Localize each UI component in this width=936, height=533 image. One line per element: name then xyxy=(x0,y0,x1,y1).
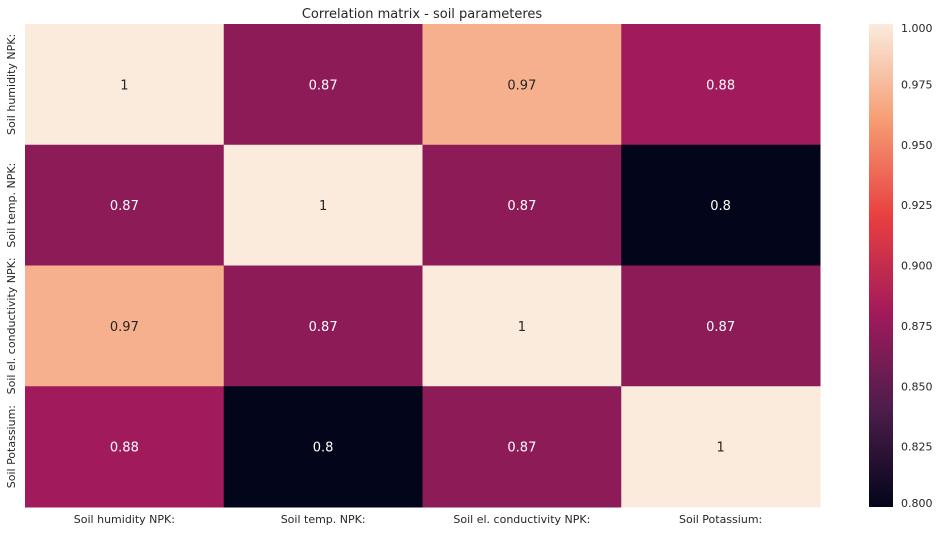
cell-value-label-r0-c0: 1 xyxy=(120,78,128,93)
cell-value-label-r1-c1: 1 xyxy=(319,199,327,214)
heatmap-cell-labels: 1 0.87 0.97 0.88 0.87 1 0.87 0.8 0.97 0.87 1 0.87 0.… xyxy=(110,78,735,455)
y-tick-label-1: Soil temp. NPK: xyxy=(5,163,18,248)
heatmap-cell-r3-c2 xyxy=(422,386,622,508)
heatmap-cell-r1-c2 xyxy=(422,144,622,266)
heatmap-cell-r0-c0 xyxy=(25,24,225,146)
y-tick-label-2: Soil el. conductivity NPK: xyxy=(5,257,18,394)
heatmap-cell-r0-c2 xyxy=(422,24,622,146)
x-tick-label-3: Soil Potassium: xyxy=(679,513,762,526)
cell-value-label-r0-c2: 0.97 xyxy=(507,78,536,93)
colorbar-tick-label-3: 0.875 xyxy=(901,320,933,333)
colorbar-tick-label-4: 0.900 xyxy=(901,260,933,273)
colorbar-gradient xyxy=(869,24,893,507)
colorbar-tick-label-0: 0.800 xyxy=(901,497,933,510)
colorbar-tick-label-8: 1.000 xyxy=(901,22,933,35)
heatmap-cells xyxy=(25,24,821,508)
heatmap-cell-r3-c0 xyxy=(25,386,225,508)
colorbar-tick-label-5: 0.925 xyxy=(901,199,933,212)
heatmap-cell-r3-c3 xyxy=(621,386,821,508)
heatmap-cell-r2-c1 xyxy=(223,265,423,387)
colorbar-tick-label-1: 0.825 xyxy=(901,441,933,454)
colorbar: 0.800 0.825 0.850 0.875 0.900 0.925 0.950 0.975… xyxy=(869,22,933,510)
cell-value-label-r3-c2: 0.87 xyxy=(507,441,536,456)
cell-value-label-r3-c0: 0.88 xyxy=(110,441,139,456)
cell-value-label-r2-c2: 1 xyxy=(518,320,526,335)
heatmap-cell-r0-c3 xyxy=(621,24,821,146)
heatmap-cell-r2-c0 xyxy=(25,265,225,387)
cell-value-label-r2-c0: 0.97 xyxy=(110,320,139,335)
heatmap-cell-r3-c1 xyxy=(223,386,423,508)
x-tick-label-1: Soil temp. NPK: xyxy=(281,513,366,526)
colorbar-tick-label-6: 0.950 xyxy=(901,139,933,152)
cell-value-label-r1-c2: 0.87 xyxy=(507,199,536,214)
cell-value-label-r2-c3: 0.87 xyxy=(706,320,735,335)
x-tick-label-2: Soil el. conductivity NPK: xyxy=(453,513,590,526)
colorbar-tick-label-7: 0.975 xyxy=(901,78,933,91)
heatmap-cell-r2-c2 xyxy=(422,265,622,387)
heatmap-cell-r1-c3 xyxy=(621,144,821,266)
cell-value-label-r1-c0: 0.87 xyxy=(110,199,139,214)
heatmap-cell-r1-c0 xyxy=(25,144,225,266)
cell-value-label-r0-c1: 0.87 xyxy=(309,78,338,93)
colorbar-tick-label-2: 0.850 xyxy=(901,380,933,393)
y-tick-label-3: Soil Potassium: xyxy=(5,405,18,488)
cell-value-label-r3-c3: 1 xyxy=(716,441,724,456)
cell-value-label-r0-c3: 0.88 xyxy=(706,78,735,93)
cell-value-label-r2-c1: 0.87 xyxy=(309,320,338,335)
heatmap-cell-r1-c1 xyxy=(223,144,423,266)
cell-value-label-r3-c1: 0.8 xyxy=(313,441,334,456)
y-tick-label-0: Soil humidity NPK: xyxy=(5,34,18,135)
heatmap-cell-r0-c1 xyxy=(223,24,423,146)
heatmap-cell-r2-c3 xyxy=(621,265,821,387)
cell-value-label-r1-c3: 0.8 xyxy=(710,199,731,214)
chart-title: Correlation matrix - soil parameteres xyxy=(302,7,543,22)
x-axis-tick-labels: Soil humidity NPK: Soil temp. NPK: Soil el… xyxy=(74,513,762,526)
y-axis-tick-labels: Soil humidity NPK: Soil temp. NPK: Soil el… xyxy=(5,34,18,488)
x-tick-label-0: Soil humidity NPK: xyxy=(74,513,175,526)
